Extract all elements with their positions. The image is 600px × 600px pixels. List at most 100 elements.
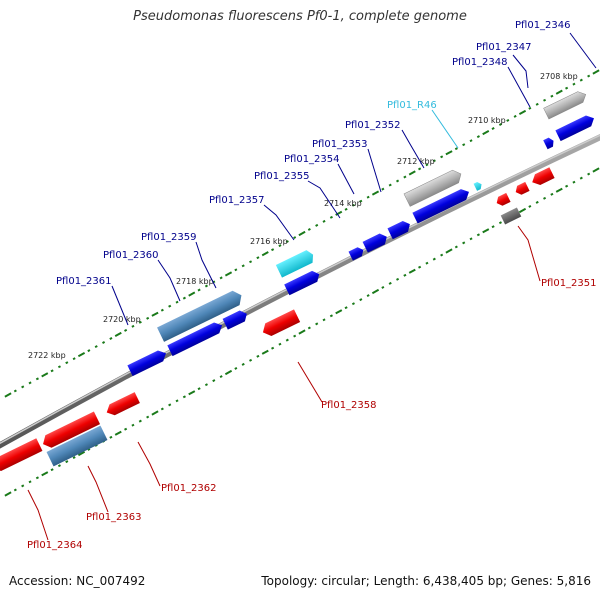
outer-tick-mark <box>41 372 49 378</box>
inner-tick-mark <box>50 468 54 472</box>
gene-2355[interactable] <box>348 245 366 261</box>
inner-tick-mark <box>204 383 208 387</box>
inner-tick-mark <box>550 192 554 196</box>
gene-2362b[interactable] <box>40 411 101 451</box>
label-pfl01-2362[interactable]: Pfl01_2362 <box>161 483 217 494</box>
gene-2357[interactable] <box>284 269 322 296</box>
outer-tick-mark <box>329 215 333 219</box>
leader-2348 <box>507 66 531 108</box>
gene-2351c[interactable] <box>495 192 511 208</box>
gene-2351[interactable] <box>500 207 522 225</box>
inner-tick-mark <box>146 415 150 419</box>
gene-2358[interactable] <box>260 309 301 338</box>
outer-tick-mark <box>188 291 196 297</box>
gene-2359b[interactable] <box>222 308 250 330</box>
label-pfl01-2357[interactable]: Pfl01_2357 <box>209 195 265 206</box>
outer-tick-mark <box>13 389 17 393</box>
inner-tick-mark <box>528 205 532 208</box>
inner-tick-mark <box>28 480 32 484</box>
outer-tick-mark <box>146 316 150 320</box>
tick-label-2720: 2720 kbp <box>103 315 141 324</box>
inner-tick-mark <box>482 228 490 234</box>
label-pfl01-2361[interactable]: Pfl01_2361 <box>56 276 112 287</box>
leader-r46 <box>431 109 459 149</box>
leader-2360 <box>157 259 181 302</box>
outer-tick-mark <box>94 345 98 348</box>
gene-2351b[interactable] <box>514 181 530 197</box>
inner-tick-mark <box>87 448 91 451</box>
inner-tick-mark <box>285 338 289 342</box>
outer-tick-mark <box>359 199 363 203</box>
label-pfl01-r46[interactable]: Pfl01_R46 <box>387 100 437 111</box>
outer-tick-mark <box>432 159 436 163</box>
outer-tick-mark <box>109 337 113 340</box>
inner-tick-mark <box>454 245 458 249</box>
tick-label-2714: 2714 kbp <box>324 199 362 208</box>
gene-ncrna-r46[interactable] <box>473 181 484 191</box>
outer-tick-mark <box>396 179 400 183</box>
inner-tick-mark <box>72 456 76 459</box>
inner-tick-mark <box>160 407 164 411</box>
inner-tick-mark <box>77 450 86 457</box>
inner-tick-mark <box>329 314 333 318</box>
gene-2359[interactable] <box>157 288 245 342</box>
inner-tick-mark <box>371 288 380 295</box>
inner-tick-mark <box>476 233 480 237</box>
gene-2354[interactable] <box>362 231 390 253</box>
label-pfl01-2364[interactable]: Pfl01_2364 <box>27 540 83 551</box>
outer-tick-mark <box>307 228 311 231</box>
label-pfl01-2359[interactable]: Pfl01_2359 <box>141 232 197 243</box>
inner-tick-mark <box>182 395 186 399</box>
gene-2362[interactable] <box>104 392 140 418</box>
inner-tick-mark <box>469 237 473 241</box>
gene-2363[interactable] <box>46 425 108 467</box>
label-pfl01-2351[interactable]: Pfl01_2351 <box>541 278 597 289</box>
outer-tick-mark <box>293 236 297 239</box>
outer-tick-mark <box>579 78 583 82</box>
gene-2348[interactable] <box>543 136 555 150</box>
inner-tick-mark <box>197 387 201 391</box>
gene-2352-pseudo[interactable] <box>403 168 464 207</box>
inner-tick-mark <box>543 196 547 200</box>
outer-tick-mark <box>403 175 407 179</box>
gene-2352[interactable] <box>412 186 471 224</box>
inner-tick-mark <box>219 375 223 378</box>
inner-tick-mark <box>298 329 306 335</box>
label-pfl01-2358[interactable]: Pfl01_2358 <box>321 400 377 411</box>
outer-tick-mark <box>241 264 245 268</box>
outer-tick-mark <box>366 195 370 199</box>
inner-tick-mark <box>498 221 502 225</box>
label-pfl01-2354[interactable]: Pfl01_2354 <box>284 154 340 165</box>
label-pfl01-2363[interactable]: Pfl01_2363 <box>86 512 142 523</box>
gene-2351a[interactable] <box>530 167 555 187</box>
label-pfl01-2355[interactable]: Pfl01_2355 <box>254 171 310 182</box>
inner-tick-mark <box>114 430 122 436</box>
gene-2361[interactable] <box>127 348 168 377</box>
outer-tick-mark <box>50 369 54 373</box>
label-pfl01-2352[interactable]: Pfl01_2352 <box>345 120 401 131</box>
outer-tick-mark <box>197 288 201 292</box>
inner-tick-mark <box>403 273 407 277</box>
outer-tick-mark <box>256 256 260 260</box>
outer-tick-mark <box>482 130 490 136</box>
outer-tick-mark <box>271 248 275 252</box>
gene-2353[interactable] <box>387 219 412 240</box>
label-pfl01-2353[interactable]: Pfl01_2353 <box>312 139 368 150</box>
label-pfl01-2348[interactable]: Pfl01_2348 <box>452 57 508 68</box>
inner-tick-mark <box>418 265 422 269</box>
label-pfl01-2360[interactable]: Pfl01_2360 <box>103 250 159 261</box>
outer-tick-mark <box>182 296 186 300</box>
gene-2357-ncrna[interactable] <box>275 248 316 278</box>
outer-tick-mark <box>335 210 343 216</box>
label-pfl01-2347[interactable]: Pfl01_2347 <box>476 42 532 53</box>
outer-tick-mark <box>440 155 444 159</box>
gene-2346[interactable] <box>543 89 589 120</box>
inner-tick-mark <box>271 346 275 350</box>
inner-tick-mark <box>124 427 128 431</box>
label-pfl01-2346[interactable]: Pfl01_2346 <box>515 20 571 31</box>
gene-2347[interactable] <box>555 113 596 142</box>
gene-2364[interactable] <box>0 438 43 473</box>
gene-2360[interactable] <box>167 320 224 357</box>
inner-tick-mark <box>408 268 416 274</box>
